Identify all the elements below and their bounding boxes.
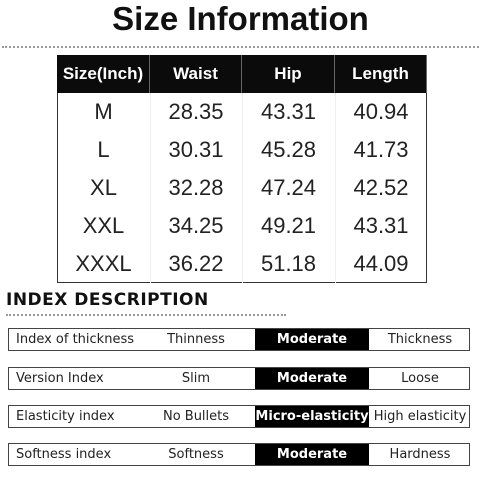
table-header: Size(Inch) bbox=[57, 55, 150, 93]
index-label: Version Index bbox=[16, 371, 104, 386]
index-row: Elasticity index No Bullets Micro-elastici… bbox=[8, 405, 470, 428]
divider bbox=[6, 314, 286, 316]
index-option: Slim bbox=[181, 371, 211, 386]
table-cell: XXL bbox=[82, 213, 125, 238]
index-option: Micro-elasticity bbox=[255, 406, 369, 427]
index-option: Softness bbox=[168, 447, 224, 462]
index-option: Moderate bbox=[255, 444, 369, 465]
column-separator bbox=[150, 93, 151, 283]
index-option: Hardness bbox=[389, 447, 451, 462]
table-cell: 40.94 bbox=[353, 99, 409, 124]
index-option: Moderate bbox=[255, 329, 369, 350]
table-cell: XXXL bbox=[75, 251, 132, 276]
index-option: High elasticity bbox=[373, 409, 467, 424]
table-cell: 36.22 bbox=[168, 251, 224, 276]
table-cell: 28.35 bbox=[168, 99, 224, 124]
table-header: Hip bbox=[242, 55, 335, 93]
table-cell: 30.31 bbox=[168, 137, 224, 162]
table-cell: 44.09 bbox=[353, 251, 409, 276]
table-cell: 34.25 bbox=[168, 213, 224, 238]
table-cell: 45.28 bbox=[260, 137, 317, 162]
section-title: INDEX DESCRIPTION bbox=[6, 290, 209, 310]
divider bbox=[2, 46, 479, 48]
table-cell: 47.24 bbox=[260, 175, 317, 200]
title: Size Information bbox=[112, 0, 369, 37]
index-option: Moderate bbox=[255, 368, 369, 389]
table-cell: 49.21 bbox=[260, 213, 317, 238]
table-cell: XL bbox=[90, 175, 117, 200]
table-cell: L bbox=[97, 137, 110, 162]
index-option: Thinness bbox=[167, 332, 225, 347]
index-option: Thickness bbox=[387, 332, 453, 347]
table-cell: 41.73 bbox=[353, 137, 409, 162]
table-cell: 42.52 bbox=[353, 175, 409, 200]
table-header: Waist bbox=[150, 55, 242, 93]
table-header: Length bbox=[335, 55, 427, 93]
column-separator bbox=[242, 93, 243, 283]
index-option: No Bullets bbox=[162, 409, 230, 424]
table-cell: 43.31 bbox=[260, 99, 317, 124]
table-cell: 43.31 bbox=[353, 213, 409, 238]
index-option: Loose bbox=[401, 371, 439, 386]
table-cell: 32.28 bbox=[168, 175, 224, 200]
index-row: Version Index Slim Moderate Loose bbox=[8, 367, 470, 390]
index-label: Softness index bbox=[16, 447, 112, 462]
index-row: Softness index Softness Moderate Hardness bbox=[8, 443, 470, 466]
index-row: Index of thickness Thinness Moderate Thickn… bbox=[8, 328, 470, 351]
index-label: Elasticity index bbox=[16, 409, 115, 424]
column-separator bbox=[335, 93, 336, 283]
table-cell: M bbox=[94, 99, 113, 124]
table-cell: 51.18 bbox=[260, 251, 317, 276]
index-label: Index of thickness bbox=[16, 332, 134, 347]
